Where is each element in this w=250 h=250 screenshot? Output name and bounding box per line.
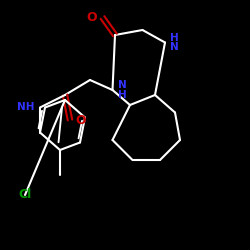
Text: O: O	[87, 11, 98, 24]
Text: H
N: H N	[170, 33, 179, 52]
Text: Cl: Cl	[18, 188, 32, 202]
Text: O: O	[75, 114, 86, 126]
Text: NH: NH	[18, 102, 35, 113]
Text: N
H: N H	[118, 80, 126, 100]
